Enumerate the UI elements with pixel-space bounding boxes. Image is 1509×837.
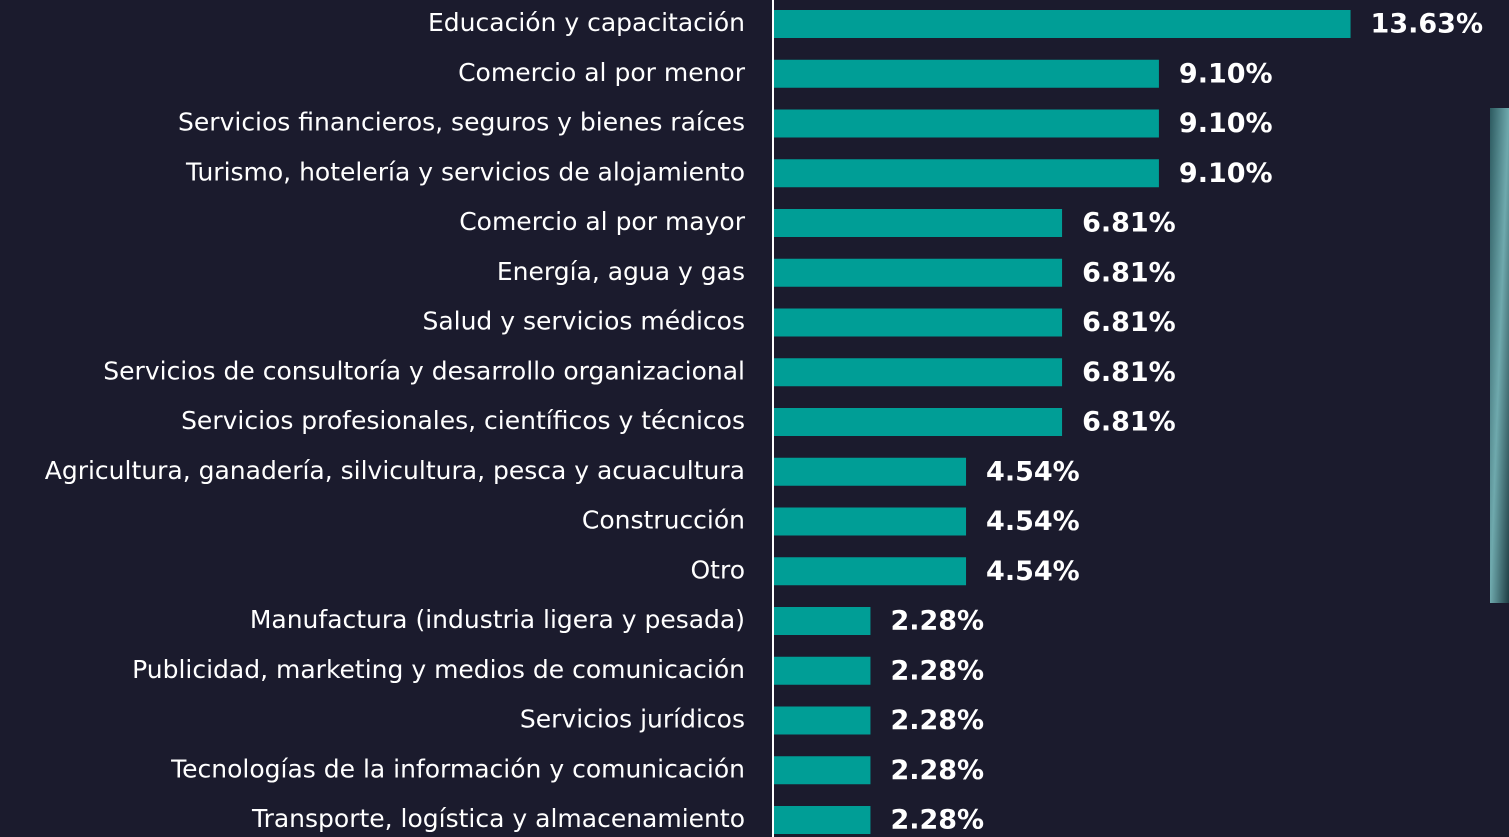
bar [774, 806, 871, 834]
bar [774, 656, 871, 685]
value-label: 6.81% [1082, 357, 1176, 388]
bar [774, 59, 1159, 88]
category-label: Comercio al por menor [458, 58, 746, 87]
value-label: 9.10% [1179, 158, 1273, 189]
category-label: Salud y servicios médicos [422, 307, 745, 336]
category-label: Construcción [582, 506, 745, 535]
value-label: 4.54% [986, 556, 1080, 587]
category-label: Agricultura, ganadería, silvicultura, pe… [45, 456, 745, 485]
bar [774, 408, 1063, 436]
bar [774, 109, 1159, 138]
value-label: 6.81% [1082, 307, 1176, 338]
bar [774, 557, 967, 586]
category-label: Servicios profesionales, científicos y t… [181, 406, 745, 435]
bar [774, 756, 871, 785]
bar [774, 457, 967, 486]
category-label: Servicios de consultoría y desarrollo or… [103, 356, 745, 385]
bar [774, 209, 1063, 237]
category-label: Tecnologías de la información y comunica… [170, 754, 745, 783]
bar [774, 10, 1351, 38]
bar [774, 258, 1063, 287]
category-label: Comercio al por mayor [459, 207, 746, 236]
bar [774, 706, 871, 735]
bar [774, 507, 967, 536]
category-label: Educación y capacitación [428, 8, 745, 37]
category-label: Energía, agua y gas [497, 257, 745, 286]
value-label: 2.28% [890, 805, 984, 836]
bar [774, 607, 871, 635]
value-label: 13.63% [1371, 9, 1483, 40]
category-label: Transporte, logística y almacenamiento [251, 804, 745, 833]
value-label: 6.81% [1082, 208, 1176, 239]
category-label: Servicios jurídicos [520, 705, 745, 734]
category-label: Servicios financieros, seguros y bienes … [178, 108, 745, 137]
bar [774, 159, 1159, 188]
category-label: Publicidad, marketing y medios de comuni… [132, 655, 745, 684]
category-label: Manufactura (industria ligera y pesada) [250, 605, 745, 634]
value-label: 4.54% [986, 506, 1080, 537]
bar [774, 358, 1063, 387]
value-label: 2.28% [890, 655, 984, 686]
value-label: 2.28% [890, 705, 984, 736]
bar [774, 308, 1063, 337]
value-label: 9.10% [1179, 58, 1273, 89]
value-label: 6.81% [1082, 257, 1176, 288]
value-label: 4.54% [986, 456, 1080, 487]
background-image [1490, 108, 1509, 603]
category-label: Otro [690, 555, 745, 584]
value-label: 9.10% [1179, 108, 1273, 139]
value-label: 2.28% [890, 755, 984, 786]
value-label: 2.28% [890, 606, 984, 637]
value-label: 6.81% [1082, 407, 1176, 438]
category-label: Turismo, hotelería y servicios de alojam… [185, 157, 745, 186]
